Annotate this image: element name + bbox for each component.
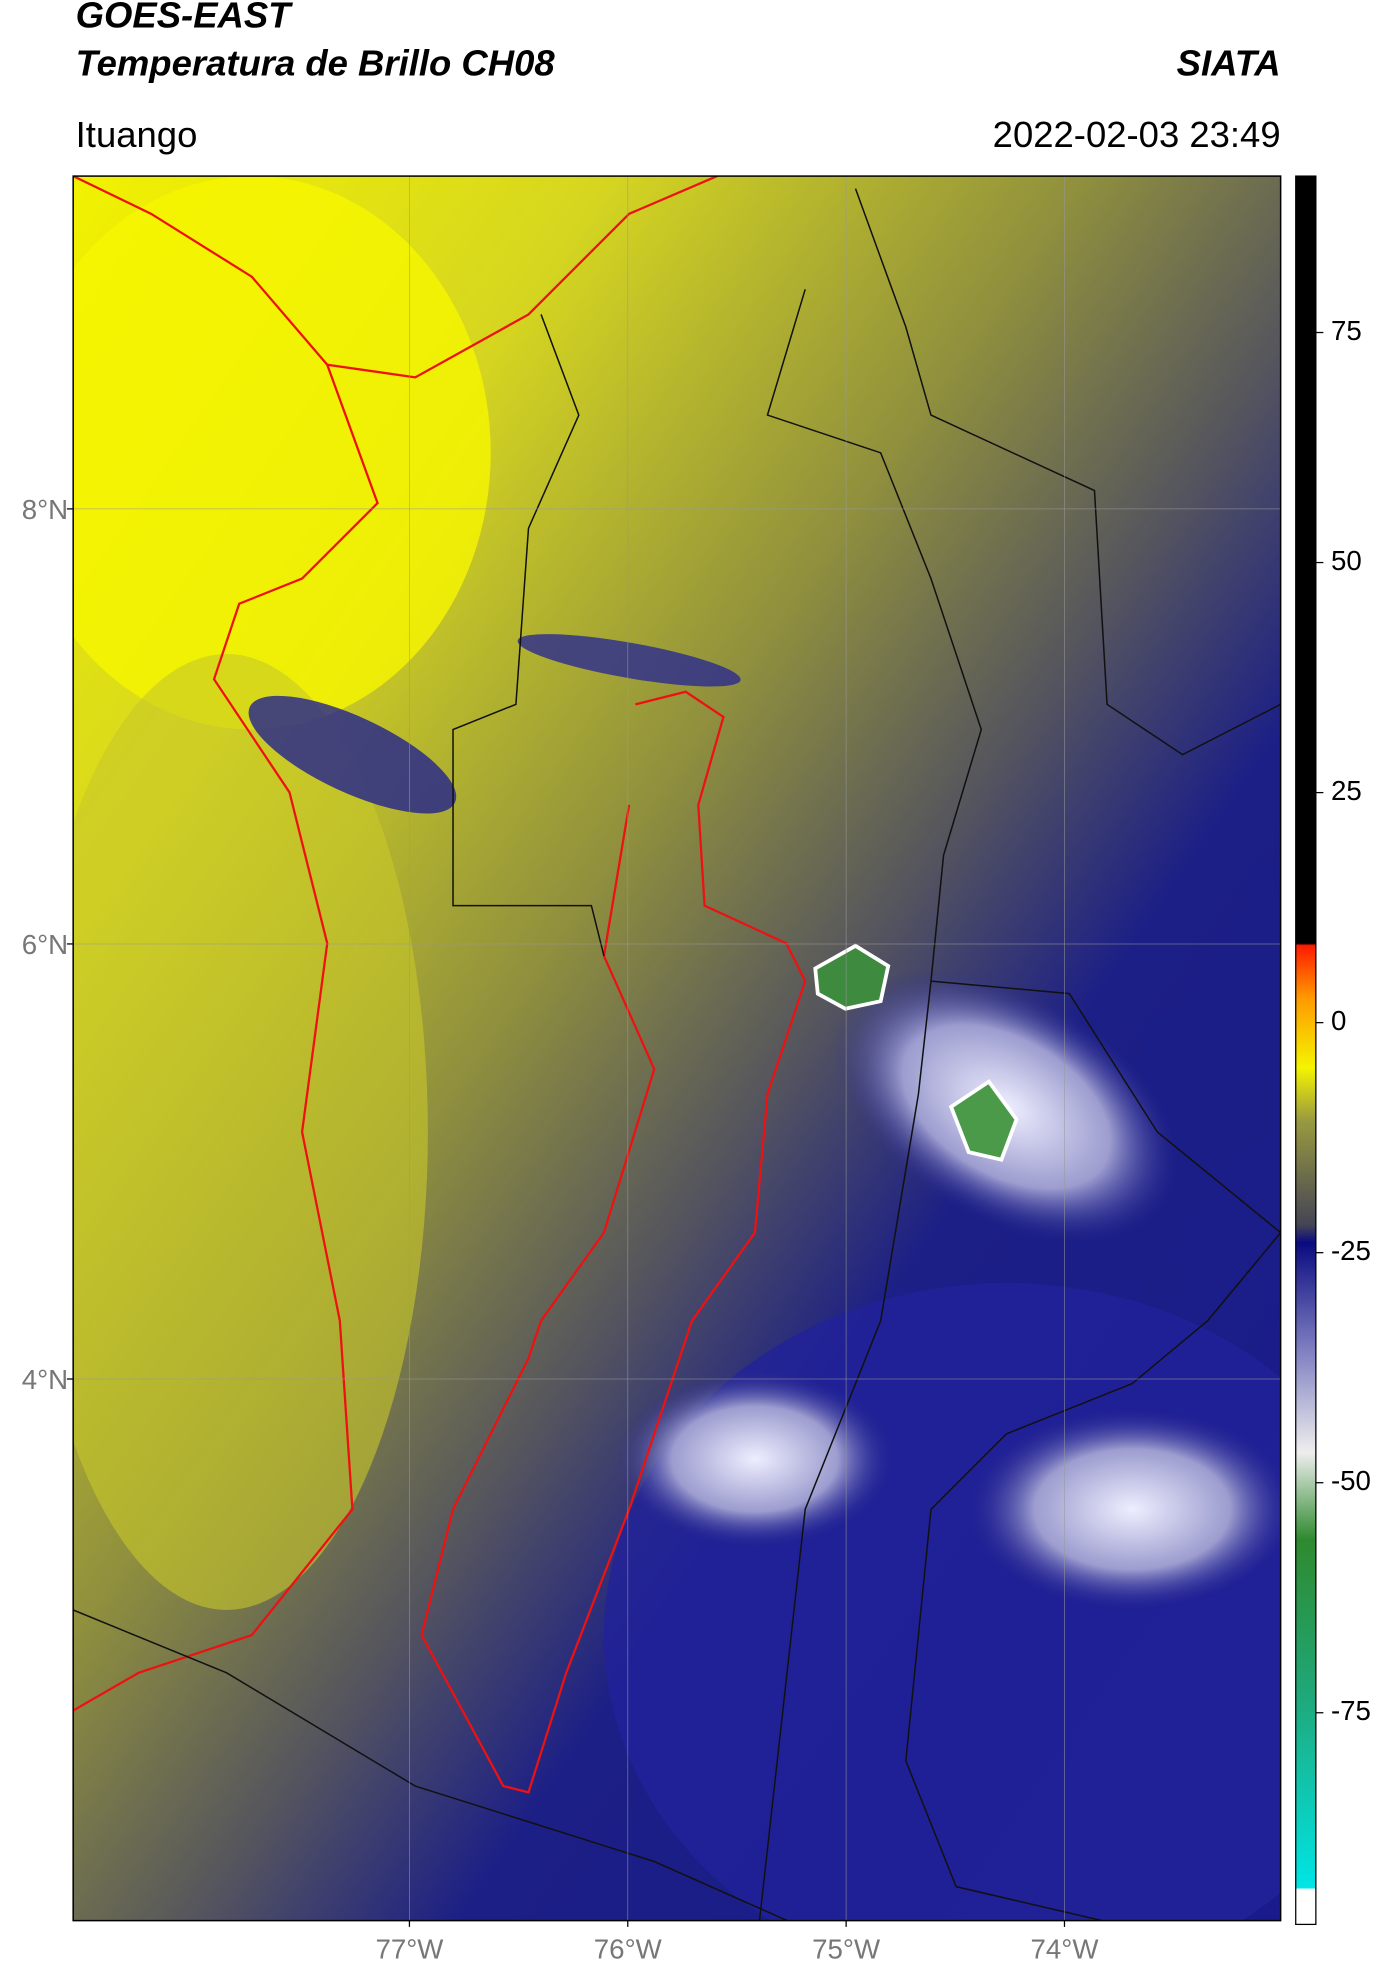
cold-core: [813, 943, 891, 1011]
admin-border: [905, 980, 1281, 1921]
map-frame: [72, 175, 1282, 1922]
x-tick-label: 75°W: [812, 1933, 881, 1964]
y-tick-label: 4°N: [22, 1364, 68, 1395]
x-tick-label: 77°W: [375, 1933, 444, 1964]
colorbar-label: 75: [1331, 315, 1362, 346]
colorbar-label: -25: [1331, 1235, 1371, 1266]
admin-border: [73, 1609, 790, 1921]
x-tick-label: 74°W: [1031, 1933, 1100, 1964]
y-tick-label: 8°N: [22, 494, 68, 525]
source: SIATA: [1177, 42, 1281, 83]
coastline: [327, 176, 718, 379]
admin-border: [452, 314, 605, 957]
labels: 77°W 76°W 75°W 74°W 8°N 6°N 4°N 75 50 25 0 -25 -50 -7…: [22, 315, 1371, 1965]
subtitle: Temperatura de Brillo CH08: [76, 42, 556, 83]
title: GOES-EAST: [76, 0, 294, 36]
colorbar: [1295, 175, 1317, 1926]
location: Ituango: [76, 114, 198, 155]
cold-core: [948, 1079, 1019, 1162]
admin-border: [758, 289, 983, 1921]
grid: [66, 176, 1281, 1927]
coastline: [73, 176, 379, 1712]
admin-border: [854, 188, 1281, 756]
cloud: [968, 1408, 1281, 1610]
cloud: [616, 1370, 894, 1548]
cloud: [248, 695, 457, 814]
cloud: [517, 634, 741, 687]
colorbar-label: 50: [1331, 545, 1362, 576]
antioquia-border: [420, 690, 807, 1794]
datetime: 2022-02-03 23:49: [993, 114, 1281, 155]
colorbar-label: -75: [1331, 1695, 1371, 1726]
colorbar-label: 0: [1331, 1005, 1346, 1036]
colorbar-label: -50: [1331, 1465, 1371, 1496]
warm-area: [73, 654, 428, 1610]
y-tick-label: 6°N: [22, 929, 68, 960]
map-image: [73, 176, 1281, 1921]
colorbar-label: 25: [1331, 775, 1362, 806]
warm-area: [73, 176, 491, 730]
x-tick-label: 76°W: [594, 1933, 663, 1964]
